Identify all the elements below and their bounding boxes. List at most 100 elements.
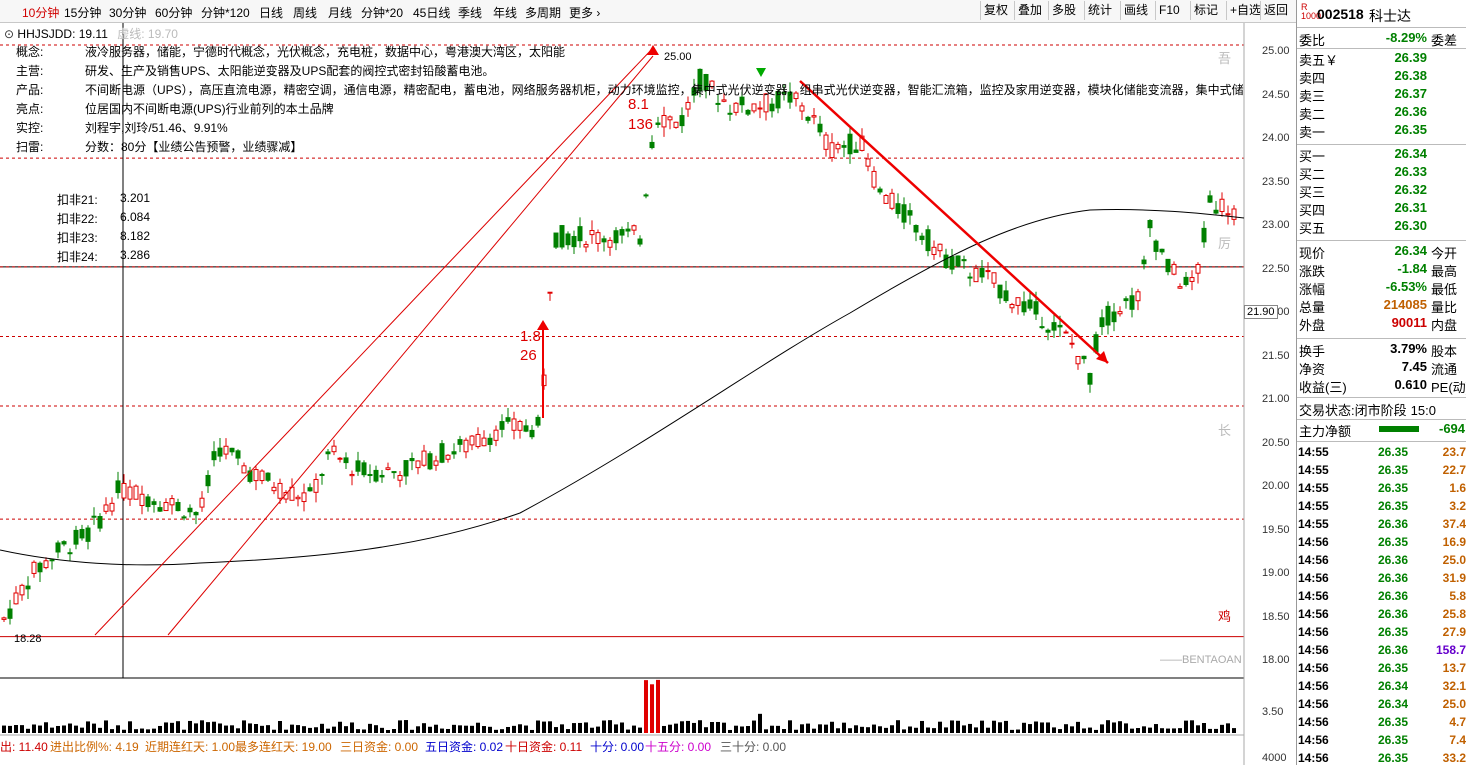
chart-settings-icon[interactable]: ⊙	[4, 27, 15, 41]
candle-body	[487, 437, 493, 445]
row-label: 外盘	[1299, 318, 1326, 333]
tick-row: 14:55 26.35 1.6	[1298, 479, 1466, 497]
candle-body	[955, 255, 961, 267]
candle-body	[349, 473, 355, 477]
bottom-indicator: 十五分: 0.00	[645, 740, 712, 754]
period-tab[interactable]: 15分钟	[64, 6, 102, 20]
candle-body	[421, 450, 427, 466]
tick-volume: 7.4	[1449, 733, 1466, 747]
quote-row: 外盘 90011 内盘	[1299, 315, 1466, 333]
deduct-value: 6.084	[120, 210, 151, 224]
candle-body	[607, 239, 613, 248]
candle-body	[703, 74, 709, 91]
candle-body	[979, 268, 985, 278]
row-label: 换手	[1299, 344, 1326, 359]
period-tab[interactable]: 季线	[458, 6, 483, 20]
volume-bar	[248, 723, 252, 733]
candle-body	[1189, 277, 1195, 282]
volume-bar	[710, 722, 714, 733]
volume-bar	[1178, 728, 1182, 733]
toolbar-button[interactable]: F10	[1155, 1, 1183, 20]
period-tab[interactable]: 45日线	[413, 6, 451, 20]
volume-bar	[1160, 728, 1164, 733]
tick-volume: 16.9	[1442, 535, 1466, 549]
volume-bar	[986, 727, 990, 733]
candle-body	[259, 470, 265, 482]
candle-body	[643, 194, 649, 197]
indicator-name: HHJSJDD: 19.11	[17, 27, 108, 41]
volume-bar	[422, 723, 426, 733]
tick-row: 14:56 26.35 33.2	[1298, 749, 1466, 767]
period-tab[interactable]: 多周期	[525, 6, 562, 20]
period-tab[interactable]: 月线	[328, 6, 353, 20]
candle-body	[373, 469, 379, 482]
status-time: 15:0	[1410, 403, 1436, 418]
period-tab[interactable]: 更多 ›	[569, 6, 601, 20]
ask-row: 卖一 26.35	[1299, 122, 1466, 140]
candle-body	[475, 433, 481, 448]
volume-bar	[716, 721, 720, 733]
period-tab[interactable]: 年线	[493, 6, 518, 20]
toolbar-button[interactable]: +自选	[1226, 1, 1264, 20]
volume-bar	[866, 727, 870, 733]
tick-time: 14:56	[1298, 535, 1329, 549]
tick-volume: 3.2	[1449, 499, 1466, 513]
period-tab[interactable]: 10分钟	[22, 6, 60, 20]
tick-row: 14:55 26.35 22.7	[1298, 461, 1466, 479]
volume-bar	[128, 721, 132, 733]
volume-bar	[1220, 724, 1224, 733]
toolbar-button[interactable]: 多股	[1048, 1, 1079, 20]
bottom-indicator: 五日资金: 0.02	[425, 740, 504, 754]
tick-volume: 37.4	[1442, 517, 1466, 531]
period-tab[interactable]: 日线	[259, 6, 284, 20]
period-tab[interactable]: 60分钟	[155, 6, 193, 20]
kline-chart-area[interactable]: 25.00 18.28 1.8 26 8.1 136 吾厉长鸡 ——BENTAOAN ⊙ HH…	[0, 23, 1296, 765]
divider	[1297, 419, 1466, 420]
volume-bar	[20, 725, 24, 733]
indicator-suffix: 虚线: 19.70	[117, 27, 178, 41]
volume-bar	[140, 728, 144, 733]
volume-bar	[674, 723, 678, 733]
period-tab[interactable]: 分钟*20	[361, 6, 404, 20]
candle-body	[1123, 298, 1129, 302]
period-tab[interactable]: 周线	[293, 6, 318, 20]
toolbar-button[interactable]: 统计	[1084, 1, 1115, 20]
toolbar-button[interactable]: 复权	[980, 1, 1011, 20]
candle-body	[217, 447, 223, 457]
tick-price: 26.34	[1377, 697, 1408, 711]
candle-body	[685, 101, 691, 110]
candle-body	[1039, 326, 1045, 329]
volume-bar	[1040, 722, 1044, 733]
row-label: 涨跌	[1299, 264, 1326, 279]
toolbar-button[interactable]: 返回	[1260, 1, 1291, 20]
toolbar-button[interactable]: 画线	[1120, 1, 1151, 20]
row-value: 3.79%	[1390, 341, 1427, 356]
candle-body	[307, 487, 313, 492]
candle-body	[589, 230, 595, 236]
volume-bar	[272, 729, 276, 733]
candle-body	[637, 238, 643, 245]
candle-body	[1171, 263, 1177, 275]
period-tab[interactable]: 30分钟	[109, 6, 147, 20]
toolbar-button[interactable]: 标记	[1190, 1, 1221, 20]
toolbar-button[interactable]: 叠加	[1014, 1, 1045, 20]
volume-tick: 4000	[1262, 752, 1287, 764]
period-tab[interactable]: 分钟*120	[201, 6, 250, 20]
high-label: 25.00	[664, 51, 692, 63]
quote-row: 涨幅 -6.53% 最低	[1299, 279, 1466, 297]
volume-bar	[890, 725, 894, 733]
row-label: 买四	[1299, 203, 1326, 218]
bottom-indicator: 十分: 0.00	[590, 740, 645, 754]
stock-code: 002518	[1317, 6, 1364, 22]
volume-bar	[542, 721, 546, 733]
tick-price: 26.36	[1377, 553, 1408, 567]
candle-body	[547, 291, 553, 294]
breakout-label: 1.8	[520, 328, 541, 345]
candle-body	[493, 429, 499, 441]
main-flow: 主力净额 -694	[1299, 421, 1466, 439]
tick-row: 14:56 26.35 16.9	[1298, 533, 1466, 551]
candle-body	[907, 210, 913, 216]
row-label: 买二	[1299, 167, 1326, 182]
candle-body	[739, 96, 745, 106]
